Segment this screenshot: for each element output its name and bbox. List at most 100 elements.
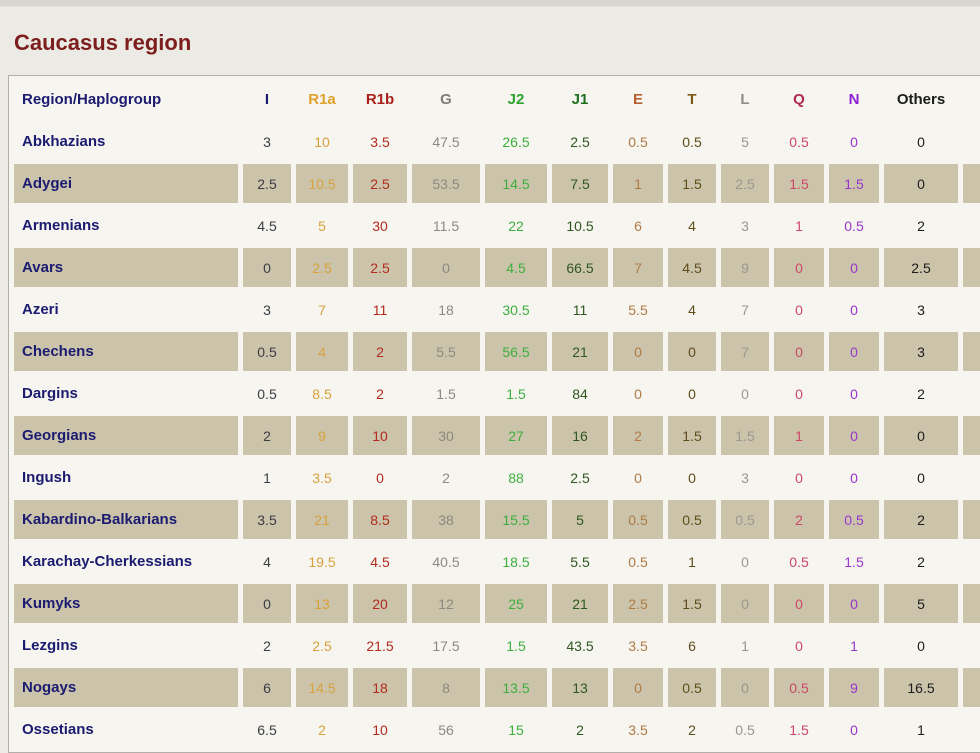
col-header-j2: J2 bbox=[507, 90, 525, 108]
value-cell-j2: 4.5 bbox=[485, 248, 547, 287]
value-cell-t: 4.5 bbox=[668, 248, 716, 287]
value-cell-l: 7 bbox=[721, 332, 769, 371]
value-cell-e: 3.5 bbox=[628, 637, 648, 654]
value-cell-i: 0 bbox=[243, 248, 291, 287]
value-cell-i: 2.5 bbox=[243, 164, 291, 203]
value-cell-g: 17.5 bbox=[432, 637, 460, 654]
region-name-cell: Karachay-Cherkessians bbox=[22, 553, 193, 570]
table-row: Lezgins 2 2.5 21.5 17.5 1.5 43.5 3.5 6 1 0 1 0 bbox=[14, 626, 980, 665]
value-cell-e: 1 bbox=[613, 164, 663, 203]
haplogroup-table: Region/Haplogroup I R1a R1b G J2 J1 E T L Q N Other… bbox=[9, 76, 980, 752]
region-name-cell: Kumyks bbox=[14, 584, 238, 623]
value-cell-g: 11.5 bbox=[432, 217, 460, 234]
value-cell-r1b: 8.5 bbox=[353, 500, 407, 539]
value-cell-r1b: 21.5 bbox=[366, 637, 394, 654]
value-cell-q: 1.5 bbox=[774, 164, 824, 203]
value-cell-j1: 13 bbox=[552, 668, 608, 707]
value-cell-j2: 15.5 bbox=[485, 500, 547, 539]
value-cell-q: 1 bbox=[774, 416, 824, 455]
value-cell-g: 53.5 bbox=[412, 164, 480, 203]
col-header-g: G bbox=[440, 90, 452, 108]
value-cell-l: 1.5 bbox=[721, 416, 769, 455]
clipped-cell bbox=[963, 332, 980, 371]
value-cell-q: 0 bbox=[795, 385, 803, 402]
value-cell-j2: 26.5 bbox=[502, 133, 530, 150]
value-cell-j2: 27 bbox=[485, 416, 547, 455]
value-cell-n: 0 bbox=[829, 332, 879, 371]
value-cell-i: 4.5 bbox=[257, 217, 277, 234]
value-cell-r1b: 4.5 bbox=[370, 553, 390, 570]
value-cell-l: 0 bbox=[741, 385, 749, 402]
value-cell-r1a: 3.5 bbox=[312, 469, 332, 486]
value-cell-j2: 25 bbox=[485, 584, 547, 623]
value-cell-j2: 56.5 bbox=[485, 332, 547, 371]
value-cell-r1a: 10.5 bbox=[296, 164, 348, 203]
value-cell-j1: 7.5 bbox=[552, 164, 608, 203]
value-cell-others: 0 bbox=[917, 469, 925, 486]
value-cell-r1a: 5 bbox=[318, 217, 326, 234]
value-cell-e: 0 bbox=[613, 668, 663, 707]
col-header-n: N bbox=[848, 90, 860, 108]
table-row: Armenians 4.5 5 30 11.5 22 10.5 6 4 3 1 0.5 2 bbox=[14, 206, 980, 245]
col-header-j1: J1 bbox=[571, 90, 589, 108]
value-cell-i: 1 bbox=[263, 469, 271, 486]
value-cell-g: 8 bbox=[412, 668, 480, 707]
value-cell-n: 0.5 bbox=[844, 217, 864, 234]
col-header-r1b: R1b bbox=[365, 90, 395, 108]
value-cell-e: 0.5 bbox=[628, 133, 648, 150]
value-cell-i: 3 bbox=[263, 133, 271, 150]
value-cell-r1b: 0 bbox=[376, 469, 384, 486]
value-cell-i: 2 bbox=[263, 637, 271, 654]
value-cell-j1: 43.5 bbox=[566, 637, 594, 654]
value-cell-i: 2 bbox=[243, 416, 291, 455]
value-cell-j1: 21 bbox=[552, 332, 608, 371]
value-cell-g: 12 bbox=[412, 584, 480, 623]
table-row: Adygei 2.5 10.5 2.5 53.5 14.5 7.5 1 1.5 2.5 1.5 1.5… bbox=[14, 164, 980, 203]
clipped-cell bbox=[963, 542, 980, 581]
value-cell-others: 0 bbox=[884, 164, 958, 203]
value-cell-q: 1 bbox=[795, 217, 803, 234]
value-cell-l: 0 bbox=[741, 553, 749, 570]
region-name-cell: Kabardino-Balkarians bbox=[14, 500, 238, 539]
value-cell-r1a: 8.5 bbox=[312, 385, 332, 402]
region-name-cell: Chechens bbox=[14, 332, 238, 371]
clipped-cell bbox=[963, 458, 980, 497]
value-cell-q: 0 bbox=[774, 332, 824, 371]
value-cell-others: 0 bbox=[917, 133, 925, 150]
value-cell-r1a: 13 bbox=[296, 584, 348, 623]
clipped-cell bbox=[963, 374, 980, 413]
value-cell-r1a: 4 bbox=[296, 332, 348, 371]
value-cell-r1b: 18 bbox=[353, 668, 407, 707]
clipped-cell bbox=[963, 416, 980, 455]
value-cell-t: 0 bbox=[668, 332, 716, 371]
value-cell-r1a: 2.5 bbox=[296, 248, 348, 287]
value-cell-j2: 13.5 bbox=[485, 668, 547, 707]
value-cell-r1a: 21 bbox=[296, 500, 348, 539]
value-cell-g: 18 bbox=[438, 301, 454, 318]
value-cell-r1b: 10 bbox=[372, 721, 388, 738]
value-cell-g: 47.5 bbox=[432, 133, 460, 150]
value-cell-j2: 15 bbox=[508, 721, 524, 738]
value-cell-r1a: 14.5 bbox=[296, 668, 348, 707]
value-cell-l: 1 bbox=[741, 637, 749, 654]
col-header-q: Q bbox=[793, 90, 805, 108]
value-cell-j1: 5 bbox=[552, 500, 608, 539]
value-cell-r1a: 10 bbox=[314, 133, 330, 150]
value-cell-q: 0 bbox=[774, 584, 824, 623]
value-cell-l: 3 bbox=[741, 217, 749, 234]
clipped-cell bbox=[963, 710, 980, 749]
value-cell-others: 2 bbox=[917, 553, 925, 570]
table-row: Chechens 0.5 4 2 5.5 56.5 21 0 0 7 0 0 3 bbox=[14, 332, 980, 371]
value-cell-n: 0 bbox=[850, 469, 858, 486]
value-cell-r1b: 11 bbox=[372, 301, 388, 318]
value-cell-g: 1.5 bbox=[436, 385, 456, 402]
value-cell-n: 1.5 bbox=[829, 164, 879, 203]
value-cell-r1a: 19.5 bbox=[308, 553, 336, 570]
value-cell-j2: 1.5 bbox=[506, 385, 526, 402]
value-cell-n: 0 bbox=[850, 721, 858, 738]
header-row: Region/Haplogroup I R1a R1b G J2 J1 E T L Q N Other… bbox=[14, 79, 980, 119]
value-cell-l: 2.5 bbox=[721, 164, 769, 203]
table-row: Georgians 2 9 10 30 27 16 2 1.5 1.5 1 0 0 bbox=[14, 416, 980, 455]
value-cell-n: 1.5 bbox=[844, 553, 864, 570]
